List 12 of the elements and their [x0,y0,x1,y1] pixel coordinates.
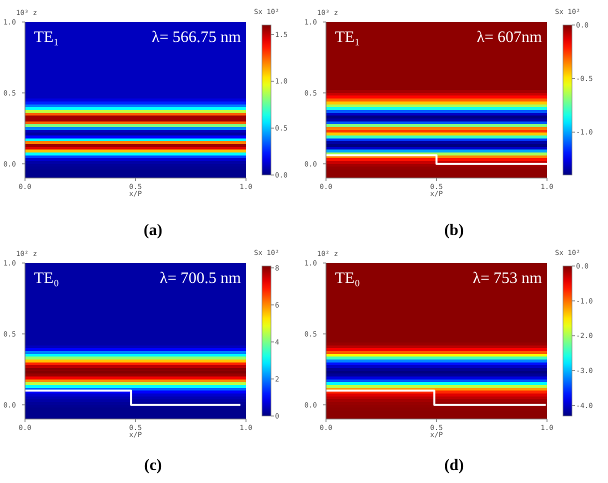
annotation: λ= 753 nm [472,270,543,287]
annotation: λ= 566.75 nm [152,29,242,46]
text: (a) [144,222,162,239]
annotation: TE₁ [335,29,360,46]
annotation: λ= 607nm [476,29,543,46]
text: (b) [444,222,464,239]
text: (d) [444,457,464,474]
annotation: TE₀ [34,270,60,287]
annotation: λ= 700.5 nm [160,270,242,287]
annotation: TE₀ [335,270,360,287]
text: (c) [144,457,162,474]
annotation: TE₁ [34,29,60,46]
